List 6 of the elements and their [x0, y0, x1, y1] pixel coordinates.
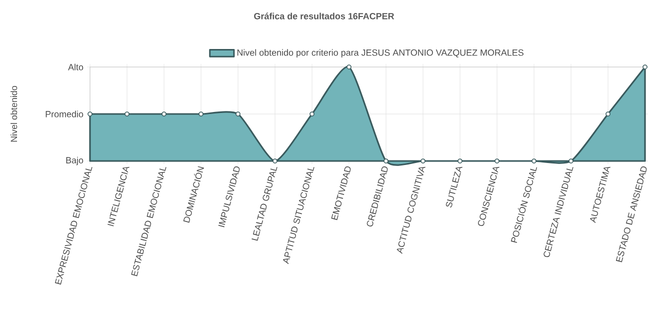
text: Nivel obtenido por criterio para JESUS ANTONIO VAZQUEZ MORALES — [237, 49, 524, 58]
ref-line-label: Bajo — [66, 156, 84, 166]
y-axis-title: Nivel obtenido — [10, 86, 18, 142]
ref-line-label: Promedio — [46, 110, 84, 118]
chart-title: Gráfica de resultados 16FACPER — [254, 12, 394, 20]
ref-line-label: Alto — [68, 64, 84, 70]
